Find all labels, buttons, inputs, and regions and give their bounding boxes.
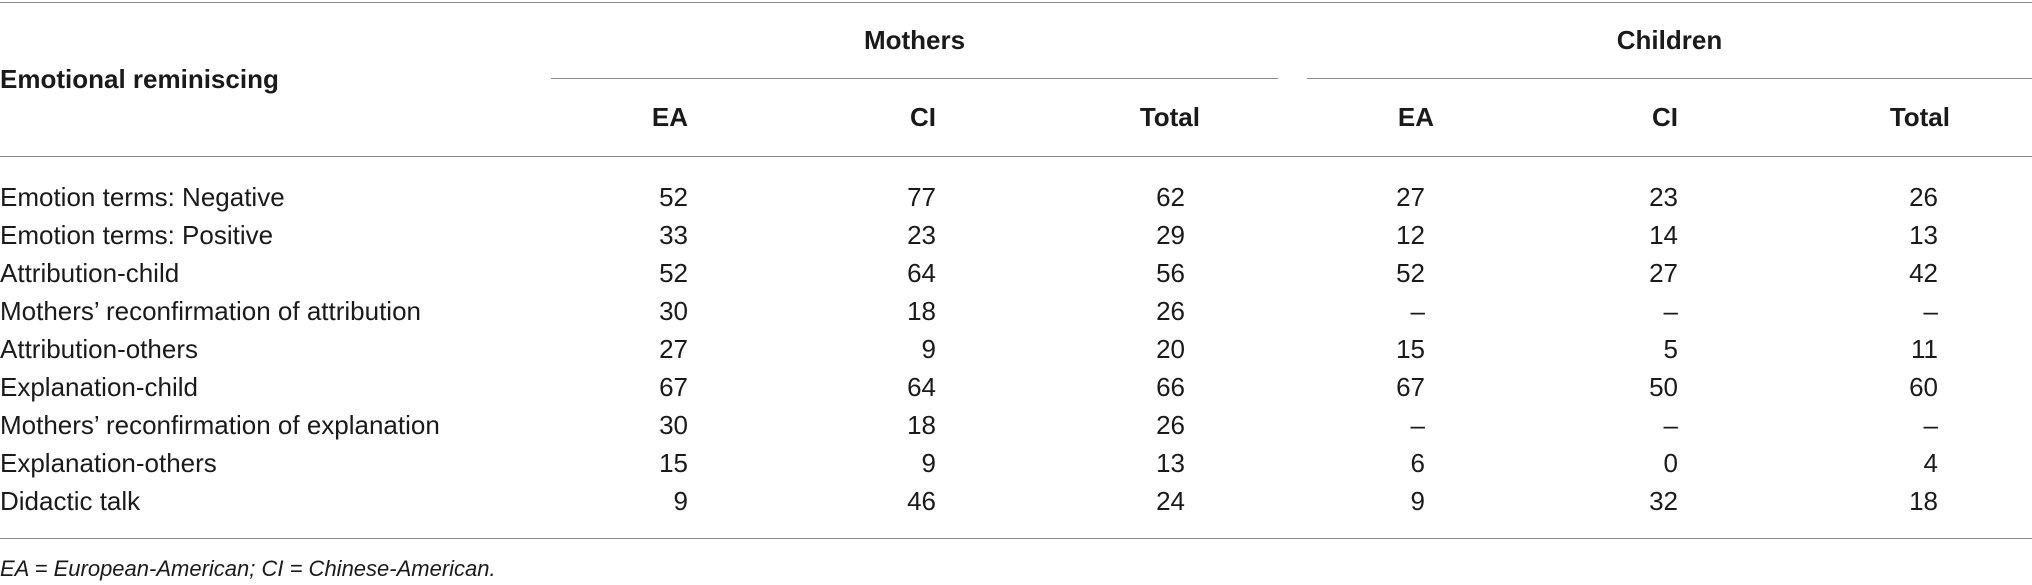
group-header-children: Children <box>1616 25 1723 55</box>
row-label: Mothers’ reconfirmation of explanation <box>0 410 440 440</box>
cell-mothers-total: 24 <box>1156 486 1185 516</box>
cell-children-ci: 0 <box>1663 448 1678 478</box>
row-label: Explanation-child <box>0 372 199 402</box>
table-bottom-rule <box>0 538 2032 539</box>
cell-children-ci: – <box>1663 296 1678 326</box>
column-header-children-ea: EA <box>1397 102 1434 132</box>
row-label: Explanation-others <box>0 448 217 478</box>
cell-mothers-ci: 9 <box>921 334 936 364</box>
row-label: Mothers’ reconfirmation of attribution <box>0 296 422 326</box>
cell-mothers-ci: 9 <box>921 448 936 478</box>
table-body: Emotion terms: Negative 52 77 62 27 23 2… <box>0 178 2032 520</box>
group-header-mothers: Mothers <box>863 25 966 55</box>
cell-mothers-total: 26 <box>1156 296 1185 326</box>
table-top-rule <box>0 2 2032 3</box>
cell-mothers-ea: 15 <box>659 448 688 478</box>
table-row: Mothers’ reconfirmation of attribution 3… <box>0 292 2032 330</box>
row-label: Emotion terms: Positive <box>0 220 274 250</box>
cell-mothers-ea: 33 <box>659 220 688 250</box>
cell-mothers-ci: 77 <box>907 182 936 212</box>
cell-children-ci: 14 <box>1649 220 1678 250</box>
header-bottom-rule <box>0 156 2032 157</box>
cell-children-ea: – <box>1410 410 1425 440</box>
cell-children-total: 26 <box>1909 182 1938 212</box>
row-label: Attribution-child <box>0 258 180 288</box>
table-footnote: EA = European-American; CI = Chinese-Ame… <box>0 556 496 581</box>
table-row: Attribution-child 52 64 56 52 27 42 <box>0 254 2032 292</box>
cell-children-ea: – <box>1410 296 1425 326</box>
cell-mothers-total: 66 <box>1156 372 1185 402</box>
cell-children-ea: 6 <box>1410 448 1425 478</box>
cell-children-ci: – <box>1663 410 1678 440</box>
cell-mothers-ea: 52 <box>659 182 688 212</box>
row-label: Didactic talk <box>0 486 141 516</box>
cell-mothers-ea: 9 <box>673 486 688 516</box>
row-label: Attribution-others <box>0 334 198 364</box>
table-row: Emotion terms: Positive 33 23 29 12 14 1… <box>0 216 2032 254</box>
table-row: Didactic talk 9 46 24 9 32 18 <box>0 482 2032 520</box>
cell-children-total: 60 <box>1909 372 1938 402</box>
cell-mothers-total: 29 <box>1156 220 1185 250</box>
cell-mothers-ci: 18 <box>907 410 936 440</box>
table-row: Mothers’ reconfirmation of explanation 3… <box>0 406 2032 444</box>
cell-children-total: 18 <box>1909 486 1938 516</box>
cell-children-ci: 23 <box>1649 182 1678 212</box>
cell-children-total: 4 <box>1923 448 1938 478</box>
cell-children-total: – <box>1923 410 1938 440</box>
cell-children-total: 11 <box>1911 334 1938 364</box>
column-header-mothers-total: Total <box>1139 102 1200 132</box>
cell-children-ea: 52 <box>1396 258 1425 288</box>
column-header-mothers-ci: CI <box>910 102 936 132</box>
cell-mothers-ea: 30 <box>659 296 688 326</box>
cell-mothers-ci: 64 <box>907 258 936 288</box>
children-group-rule <box>1307 78 2032 79</box>
cell-children-ci: 5 <box>1663 334 1678 364</box>
cell-mothers-total: 13 <box>1156 448 1185 478</box>
column-header-mothers-ea: EA <box>651 102 688 132</box>
column-header-children-total: Total <box>1889 102 1950 132</box>
cell-children-total: 42 <box>1909 258 1938 288</box>
cell-mothers-ci: 18 <box>907 296 936 326</box>
cell-children-ea: 12 <box>1396 220 1425 250</box>
table-row: Emotion terms: Negative 52 77 62 27 23 2… <box>0 178 2032 216</box>
cell-mothers-ea: 67 <box>659 372 688 402</box>
cell-children-ea: 9 <box>1410 486 1425 516</box>
cell-children-ci: 50 <box>1649 372 1678 402</box>
cell-children-ea: 67 <box>1396 372 1425 402</box>
cell-mothers-ea: 52 <box>659 258 688 288</box>
mothers-group-rule <box>551 78 1278 79</box>
cell-children-ea: 15 <box>1396 334 1425 364</box>
stub-header: Emotional reminiscing <box>0 64 279 94</box>
cell-mothers-total: 20 <box>1156 334 1185 364</box>
cell-children-total: 13 <box>1909 220 1938 250</box>
cell-mothers-total: 26 <box>1156 410 1185 440</box>
cell-children-ea: 27 <box>1396 182 1425 212</box>
cell-children-ci: 32 <box>1649 486 1678 516</box>
cell-mothers-ci: 64 <box>907 372 936 402</box>
cell-mothers-total: 56 <box>1156 258 1185 288</box>
cell-mothers-ci: 23 <box>907 220 936 250</box>
cell-children-total: – <box>1923 296 1938 326</box>
cell-mothers-ea: 27 <box>659 334 688 364</box>
cell-mothers-total: 62 <box>1156 182 1185 212</box>
table-row: Attribution-others 27 9 20 15 5 11 <box>0 330 2032 368</box>
cell-mothers-ea: 30 <box>659 410 688 440</box>
table-row: Explanation-child 67 64 66 67 50 60 <box>0 368 2032 406</box>
column-header-children-ci: CI <box>1652 102 1678 132</box>
table-row: Explanation-others 15 9 13 6 0 4 <box>0 444 2032 482</box>
cell-mothers-ci: 46 <box>907 486 936 516</box>
cell-children-ci: 27 <box>1649 258 1678 288</box>
row-label: Emotion terms: Negative <box>0 182 285 212</box>
